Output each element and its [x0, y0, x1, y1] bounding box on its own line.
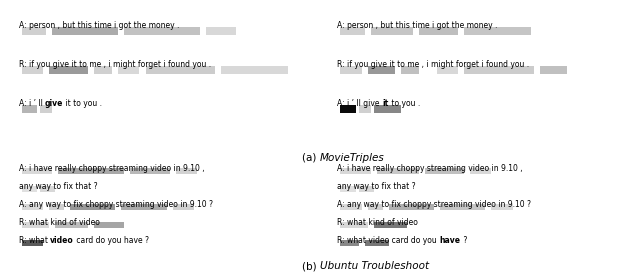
- Text: R: if you give it to me , i might forget i found you .: R: if you give it to me , i might forget…: [337, 60, 529, 69]
- Text: video: video: [50, 236, 74, 245]
- Bar: [124, 27, 200, 35]
- Text: card do you have ?: card do you have ?: [74, 236, 148, 245]
- Bar: [464, 27, 531, 35]
- Bar: [340, 186, 355, 192]
- Text: A: person , but this time i got the money .: A: person , but this time i got the mone…: [337, 21, 498, 30]
- Bar: [492, 204, 513, 210]
- Text: A: person , but this time i got the money .: A: person , but this time i got the mone…: [19, 21, 179, 30]
- Bar: [437, 66, 458, 74]
- Text: have: have: [440, 236, 461, 245]
- Text: R: what video card do you: R: what video card do you: [337, 236, 440, 245]
- Bar: [22, 204, 43, 210]
- Bar: [221, 66, 287, 74]
- Text: ?: ?: [461, 236, 467, 245]
- Text: A: i ’ ll: A: i ’ ll: [19, 99, 45, 108]
- Text: A: any way to fix choppy streaming video in 9.10 ?: A: any way to fix choppy streaming video…: [19, 200, 212, 209]
- Bar: [377, 168, 419, 174]
- Text: MovieTriples: MovieTriples: [320, 153, 385, 163]
- Bar: [94, 222, 124, 228]
- Bar: [94, 66, 112, 74]
- Bar: [49, 204, 64, 210]
- Bar: [358, 186, 374, 192]
- Bar: [340, 66, 362, 74]
- Text: A: any way to fix choppy streaming video in 9.10 ?: A: any way to fix choppy streaming video…: [337, 200, 531, 209]
- Bar: [371, 27, 413, 35]
- Bar: [49, 66, 88, 74]
- Bar: [340, 27, 365, 35]
- Bar: [374, 105, 401, 113]
- Text: (a): (a): [302, 153, 320, 163]
- Text: R: if you give it to me , i might forget i found you .: R: if you give it to me , i might forget…: [19, 60, 211, 69]
- Bar: [52, 27, 118, 35]
- Bar: [22, 240, 43, 246]
- Bar: [540, 66, 567, 74]
- Bar: [365, 240, 388, 246]
- Bar: [22, 66, 43, 74]
- Bar: [145, 66, 215, 74]
- Bar: [340, 222, 367, 228]
- Text: to you .: to you .: [388, 99, 420, 108]
- Text: give: give: [45, 99, 63, 108]
- Bar: [40, 186, 55, 192]
- Text: R: what: R: what: [19, 236, 50, 245]
- Bar: [118, 66, 140, 74]
- Bar: [464, 66, 534, 74]
- Bar: [340, 168, 371, 174]
- Bar: [22, 222, 49, 228]
- Bar: [388, 204, 434, 210]
- Bar: [176, 168, 197, 174]
- Text: it to you .: it to you .: [63, 99, 102, 108]
- Text: (b): (b): [302, 261, 320, 271]
- Bar: [40, 105, 52, 113]
- Bar: [367, 204, 383, 210]
- Bar: [340, 105, 355, 113]
- Text: R: what kind of video: R: what kind of video: [19, 218, 100, 227]
- Bar: [440, 204, 485, 210]
- Bar: [425, 168, 464, 174]
- Bar: [470, 168, 492, 174]
- Text: any way to fix that ?: any way to fix that ?: [337, 182, 416, 191]
- Bar: [173, 204, 194, 210]
- Bar: [358, 105, 371, 113]
- Bar: [374, 222, 407, 228]
- Bar: [401, 66, 419, 74]
- Bar: [22, 27, 46, 35]
- Text: Ubuntu Troubleshoot: Ubuntu Troubleshoot: [320, 261, 429, 271]
- Text: R: what kind of video: R: what kind of video: [337, 218, 419, 227]
- Text: A: i have really choppy streaming video in 9.10 ,: A: i have really choppy streaming video …: [19, 164, 204, 173]
- Text: any way to fix that ?: any way to fix that ?: [19, 182, 97, 191]
- Bar: [70, 204, 115, 210]
- Bar: [55, 222, 88, 228]
- Bar: [58, 168, 124, 174]
- Text: A: i have really choppy streaming video in 9.10 ,: A: i have really choppy streaming video …: [337, 164, 523, 173]
- Bar: [340, 204, 362, 210]
- Text: A: i ’ ll give: A: i ’ ll give: [337, 99, 382, 108]
- Bar: [22, 105, 36, 113]
- Bar: [131, 168, 170, 174]
- Bar: [122, 204, 166, 210]
- Bar: [206, 27, 236, 35]
- Text: it: it: [382, 99, 388, 108]
- Bar: [22, 186, 36, 192]
- Bar: [340, 240, 358, 246]
- Bar: [419, 27, 458, 35]
- Bar: [22, 168, 52, 174]
- Bar: [367, 66, 395, 74]
